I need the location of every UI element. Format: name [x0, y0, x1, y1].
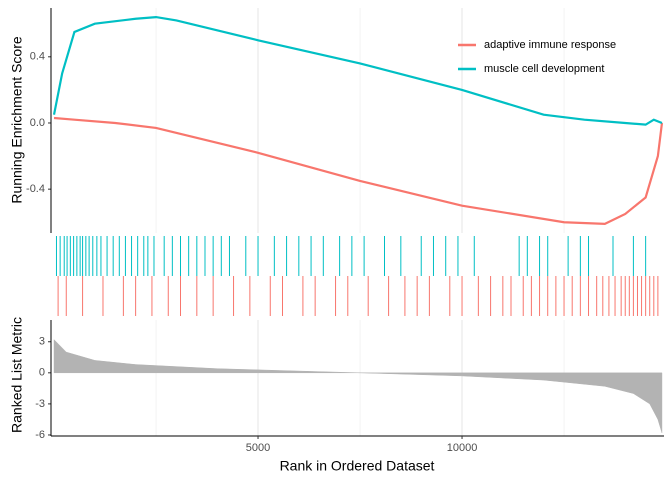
y-axis-title: Ranked List Metric: [9, 317, 25, 433]
y-axis-title: Running Enrichment Score: [9, 36, 25, 204]
x-tick-label: 5000: [246, 442, 270, 454]
y-tick-label: 3: [39, 336, 45, 348]
legend-label: adaptive immune response: [484, 39, 616, 51]
y-tick-label: -3: [35, 398, 45, 410]
y-tick-label: 0.0: [30, 117, 45, 129]
y-tick-label: -6: [35, 429, 45, 441]
x-axis-title: Rank in Ordered Dataset: [280, 458, 435, 474]
es-line: [53, 116, 664, 226]
y-tick-label: -0.4: [26, 183, 45, 195]
legend-label: muscle cell development: [484, 63, 604, 75]
y-tick-label: 0.4: [30, 51, 45, 63]
es-line: [52, 15, 663, 126]
y-tick-label: 0: [39, 367, 45, 379]
x-tick-label: 10000: [447, 442, 478, 454]
metric-area: [53, 339, 663, 433]
